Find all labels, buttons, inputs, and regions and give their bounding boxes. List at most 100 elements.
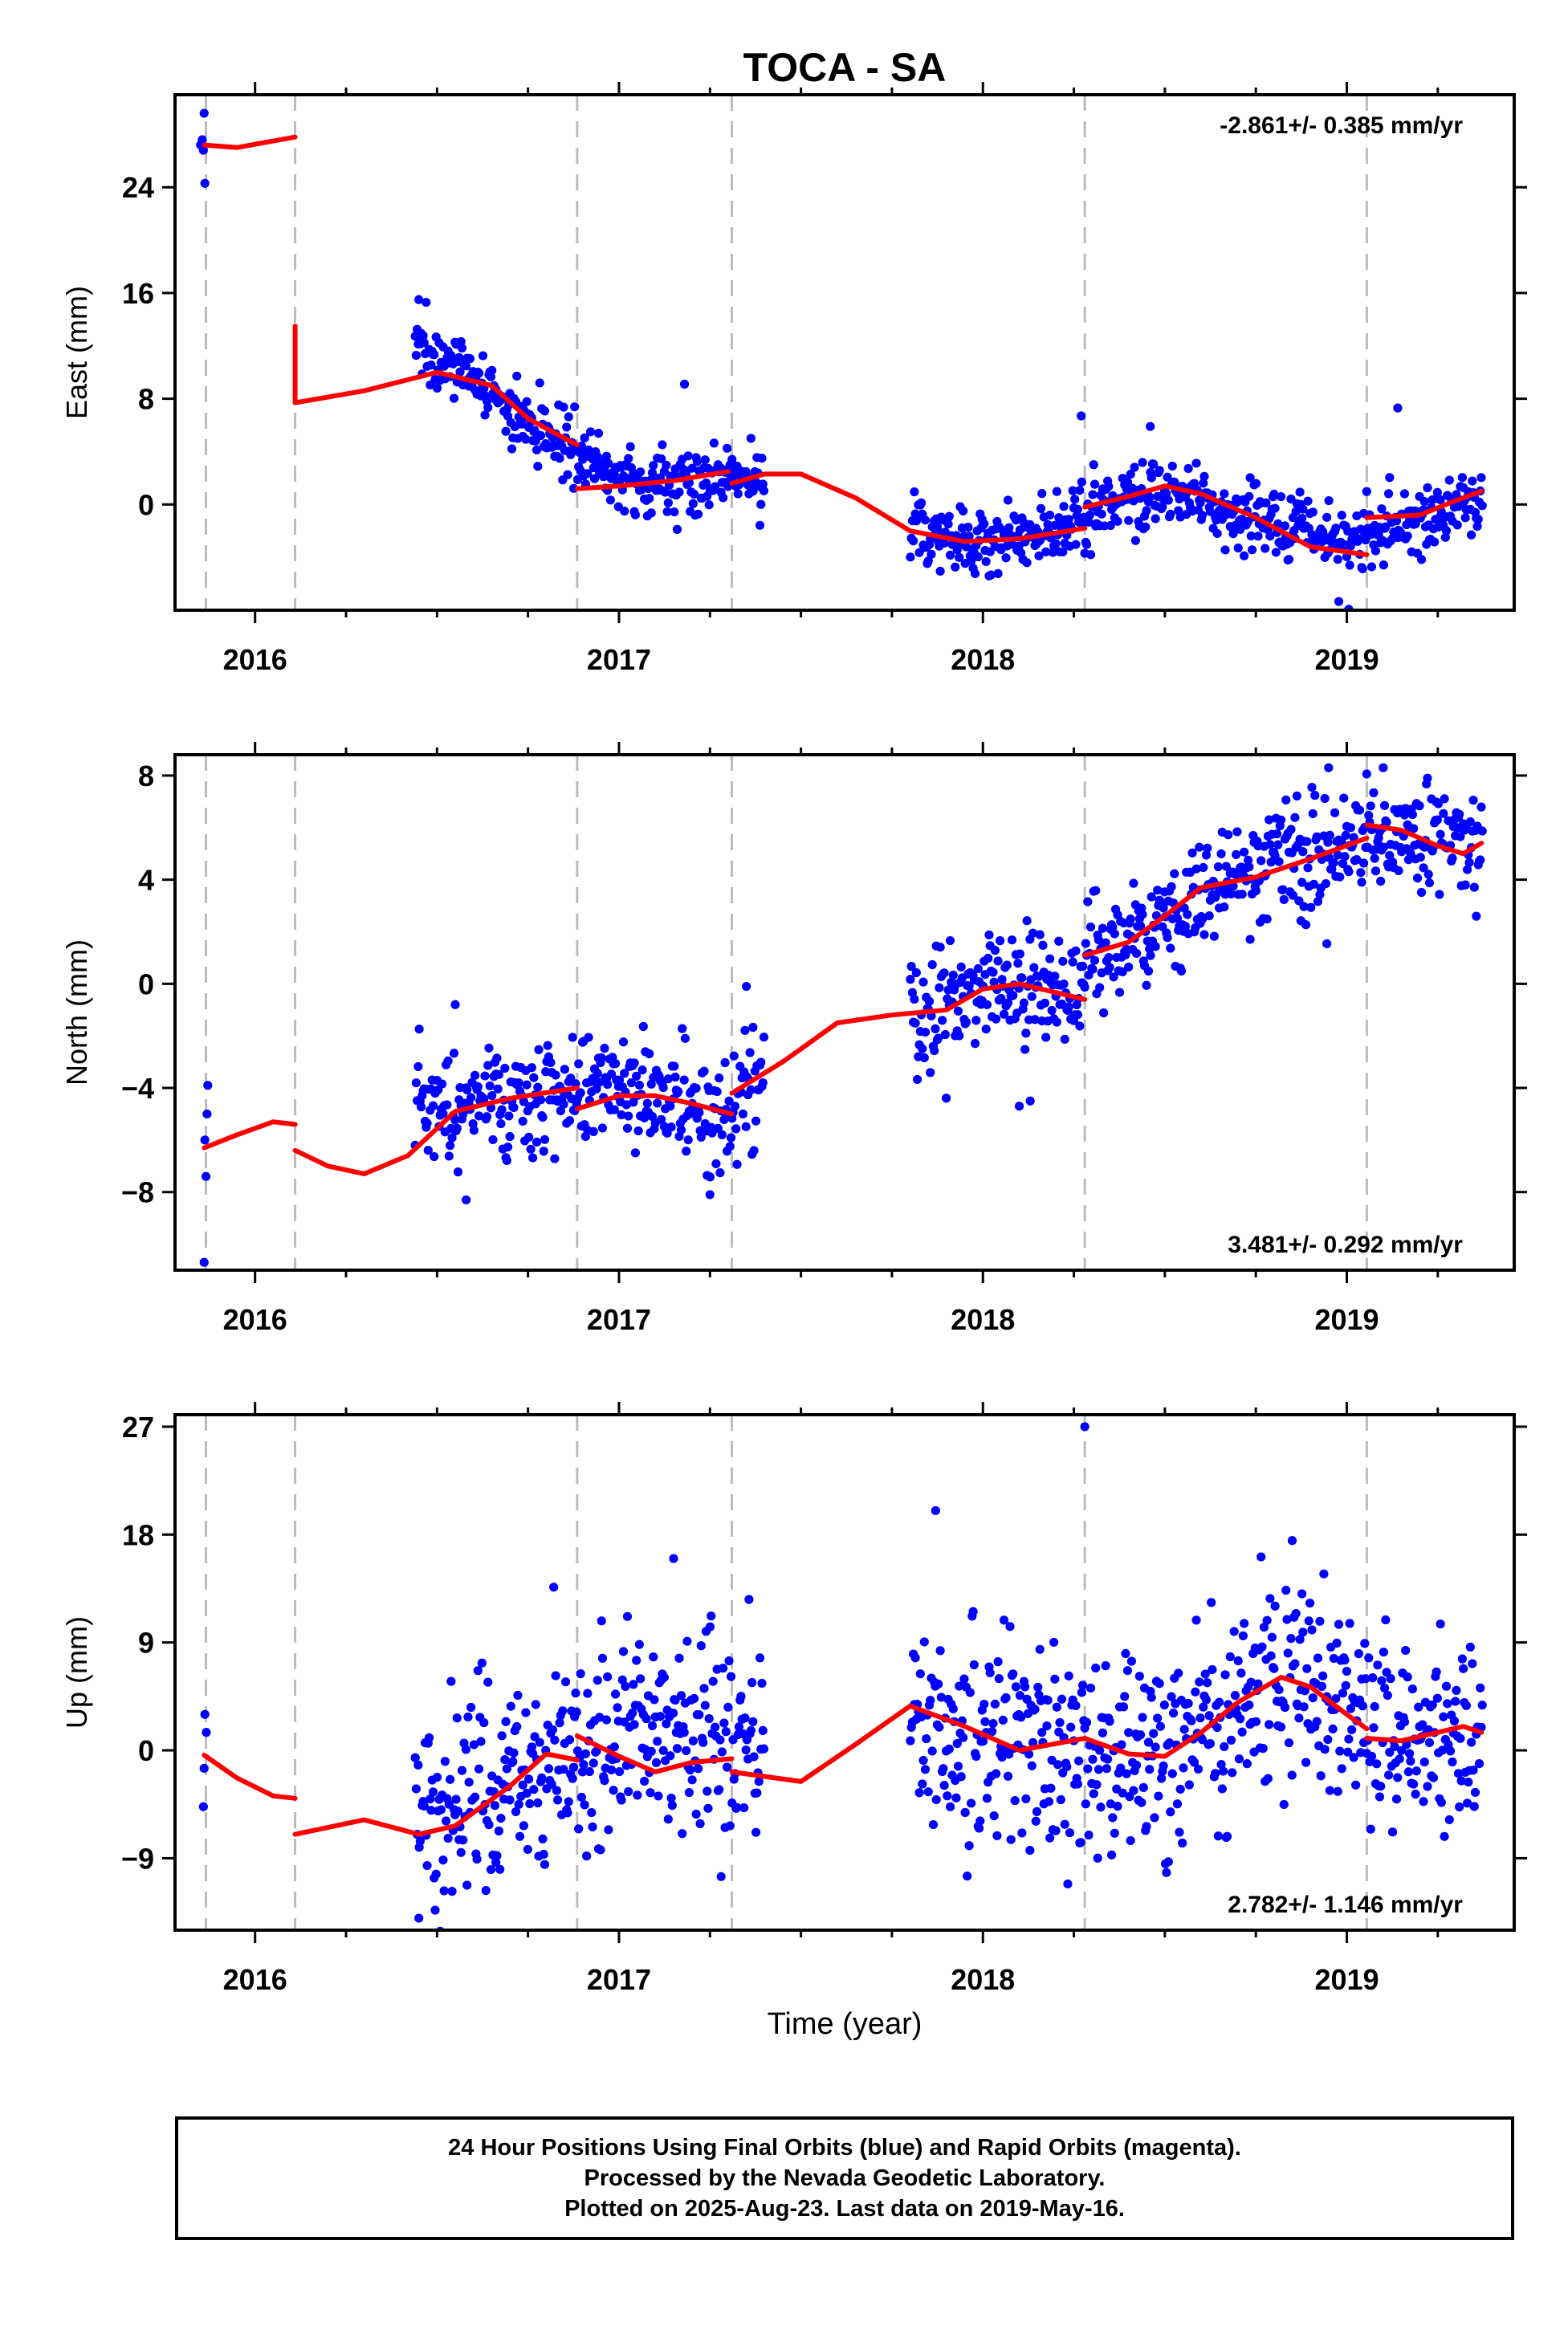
data-point: [1213, 862, 1223, 872]
data-point: [1320, 1745, 1330, 1754]
data-point: [442, 1100, 452, 1110]
data-point: [1017, 1828, 1027, 1838]
data-point: [658, 1745, 668, 1755]
data-point: [637, 1065, 647, 1075]
data-point: [1278, 885, 1288, 894]
data-point: [707, 1611, 716, 1621]
data-point: [943, 519, 953, 529]
data-point: [964, 1841, 974, 1851]
data-point: [939, 538, 949, 548]
x-tick-label: 2016: [223, 643, 287, 676]
data-point: [449, 393, 459, 403]
data-point: [948, 970, 958, 980]
data-point: [758, 479, 768, 489]
data-point: [1259, 1623, 1269, 1632]
data-point: [1142, 980, 1151, 990]
data-point: [1048, 548, 1057, 557]
data-point: [927, 549, 936, 559]
x-tick-label: 2017: [587, 1303, 651, 1336]
rate-label: 3.481+/- 0.292 mm/yr: [1228, 1232, 1463, 1258]
data-point: [1077, 961, 1088, 971]
data-point: [711, 1722, 720, 1732]
data-point: [1312, 832, 1322, 841]
data-point: [559, 1765, 568, 1774]
data-point: [1159, 1761, 1168, 1771]
data-point: [1126, 914, 1135, 924]
data-point: [996, 993, 1006, 1004]
data-point: [1386, 1674, 1395, 1684]
data-point: [1283, 1648, 1293, 1658]
data-point: [1424, 1737, 1435, 1748]
data-point: [1423, 773, 1432, 783]
data-point: [432, 383, 442, 393]
data-point: [1126, 1656, 1137, 1666]
data-point: [1118, 1702, 1129, 1712]
data-point: [1187, 848, 1197, 857]
data-point: [1199, 479, 1208, 488]
data-point: [756, 1057, 766, 1067]
data-point: [1064, 515, 1073, 524]
data-point: [432, 1773, 442, 1782]
data-point: [1419, 497, 1429, 507]
data-point: [746, 434, 755, 443]
data-point: [483, 403, 493, 413]
data-point: [634, 1640, 644, 1649]
data-point: [483, 1677, 493, 1687]
panel-frame: [173, 1413, 1516, 1932]
data-point: [411, 1078, 421, 1088]
data-point: [413, 1061, 423, 1072]
data-point: [662, 1719, 671, 1729]
data-point: [1077, 1688, 1086, 1697]
footer-line-orbits: 24 Hour Positions Using Final Orbits (bl…: [448, 2135, 1241, 2161]
data-point: [1439, 1712, 1448, 1721]
data-point: [1126, 470, 1135, 479]
data-point: [719, 1718, 729, 1728]
data-point: [1122, 1769, 1131, 1778]
data-point: [1338, 1688, 1348, 1698]
data-point: [1193, 1764, 1203, 1774]
data-point: [662, 507, 672, 516]
data-point: [650, 1695, 659, 1705]
data-point: [1212, 1722, 1222, 1733]
x-tick-label: 2018: [951, 643, 1015, 676]
data-point: [1333, 555, 1342, 564]
data-point: [679, 1728, 689, 1737]
data-point: [984, 930, 994, 940]
data-point: [906, 962, 916, 972]
data-point: [1364, 1653, 1374, 1663]
data-point: [1258, 1744, 1268, 1754]
data-point: [461, 1745, 471, 1754]
x-tick-label: 2017: [587, 643, 651, 676]
data-point: [1052, 1702, 1061, 1712]
data-point: [1261, 544, 1270, 553]
data-point: [1351, 1780, 1361, 1790]
data-point: [1242, 1759, 1252, 1769]
data-point: [587, 1807, 597, 1818]
data-point: [1167, 1769, 1177, 1778]
data-point: [522, 397, 531, 406]
data-point: [1135, 1730, 1146, 1740]
data-point: [1291, 507, 1301, 516]
data-point: [725, 1142, 735, 1151]
data-point: [1451, 1697, 1460, 1706]
data-point: [1292, 791, 1302, 801]
data-point: [570, 402, 580, 412]
data-point: [1132, 1760, 1142, 1770]
data-point: [1049, 1637, 1059, 1648]
data-point: [1180, 922, 1191, 931]
data-point: [593, 429, 604, 438]
data-point: [1027, 1761, 1037, 1770]
data-point: [1270, 1601, 1280, 1611]
data-point: [952, 1738, 962, 1749]
data-point: [666, 1122, 676, 1132]
data-point: [906, 552, 915, 562]
data-point: [564, 1797, 573, 1807]
data-point: [945, 550, 955, 560]
data-point: [1256, 1552, 1266, 1562]
data-point: [1337, 511, 1346, 520]
data-point: [993, 568, 1003, 578]
data-point: [450, 1115, 460, 1125]
data-point: [1236, 1714, 1245, 1724]
data-point: [560, 1677, 571, 1687]
data-point: [1244, 491, 1254, 501]
